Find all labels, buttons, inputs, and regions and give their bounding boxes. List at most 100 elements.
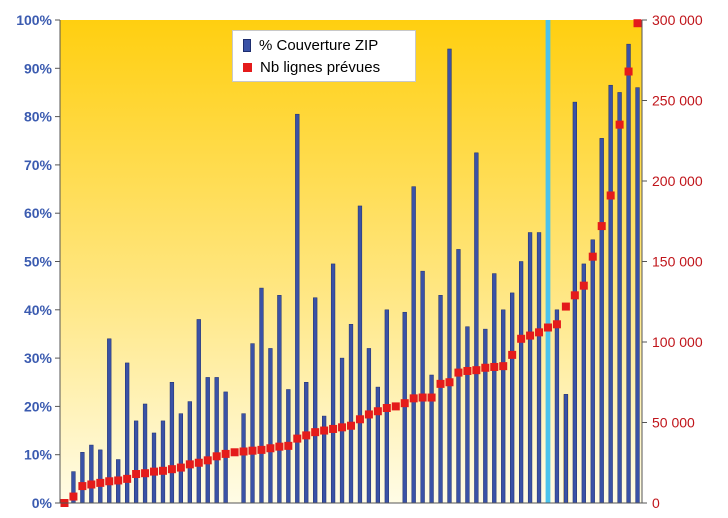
marker-32 bbox=[347, 421, 355, 430]
left-tick-label-3: 30% bbox=[24, 350, 53, 366]
marker-34 bbox=[364, 410, 373, 419]
bar-17 bbox=[214, 377, 219, 504]
right-tick-label-2: 100 000 bbox=[652, 334, 703, 350]
marker-22 bbox=[257, 445, 266, 454]
bar-11 bbox=[160, 420, 166, 504]
bar-2 bbox=[80, 452, 85, 504]
marker-11 bbox=[158, 466, 167, 475]
marker-24 bbox=[275, 442, 284, 451]
bar-52 bbox=[527, 232, 533, 504]
right-tick-label-1: 50 000 bbox=[652, 415, 695, 431]
bar-53 bbox=[536, 232, 542, 504]
bar-20 bbox=[241, 413, 246, 504]
bar-51 bbox=[518, 261, 524, 504]
bar-28 bbox=[313, 297, 318, 504]
marker-49 bbox=[499, 362, 508, 371]
bar-3 bbox=[89, 444, 94, 504]
marker-6 bbox=[114, 476, 123, 485]
marker-10 bbox=[150, 467, 159, 476]
bar-4 bbox=[98, 449, 103, 504]
bar-30 bbox=[330, 263, 336, 504]
bar-22 bbox=[259, 287, 264, 504]
marker-28 bbox=[311, 428, 320, 437]
bar-64 bbox=[635, 87, 640, 504]
marker-43 bbox=[445, 378, 454, 387]
marker-40 bbox=[418, 393, 427, 402]
left-tick-label-10: 100% bbox=[16, 12, 52, 28]
marker-36 bbox=[382, 404, 391, 413]
marker-42 bbox=[436, 379, 445, 388]
marker-33 bbox=[355, 415, 364, 424]
marker-45 bbox=[463, 366, 472, 375]
bar-46 bbox=[474, 152, 479, 504]
bars-series bbox=[71, 43, 640, 504]
marker-61 bbox=[606, 191, 615, 200]
bar-61 bbox=[608, 84, 613, 504]
bar-23 bbox=[268, 348, 273, 504]
right-tick-label-3: 150 000 bbox=[652, 254, 703, 270]
marker-60 bbox=[597, 222, 606, 231]
marker-50 bbox=[508, 350, 517, 359]
marker-27 bbox=[302, 431, 311, 440]
marker-53 bbox=[535, 328, 544, 337]
bar-26 bbox=[295, 113, 300, 504]
right-tick-label-0: 0 bbox=[652, 495, 660, 511]
legend-label-lines: Nb lignes prévues bbox=[260, 58, 381, 76]
legend-item-coverage: % Couverture ZIP bbox=[243, 35, 378, 55]
bar-21 bbox=[250, 343, 255, 504]
marker-54 bbox=[543, 323, 552, 332]
marker-15 bbox=[194, 458, 203, 467]
bar-48 bbox=[492, 273, 497, 504]
marker-59 bbox=[588, 252, 597, 261]
marker-48 bbox=[490, 362, 499, 371]
bar-14 bbox=[187, 401, 192, 504]
bar-49 bbox=[501, 309, 506, 504]
bar-50 bbox=[510, 292, 515, 504]
marker-52 bbox=[526, 331, 535, 340]
bar-38 bbox=[402, 311, 407, 504]
left-tick-label-1: 10% bbox=[24, 447, 53, 463]
marker-23 bbox=[266, 444, 275, 453]
legend: % Couverture ZIP Nb lignes prévues bbox=[232, 30, 416, 82]
marker-58 bbox=[579, 281, 588, 290]
marker-44 bbox=[454, 368, 463, 377]
left-tick-label-4: 40% bbox=[24, 302, 53, 318]
marker-51 bbox=[517, 334, 526, 343]
marker-12 bbox=[167, 465, 176, 474]
bar-58 bbox=[581, 263, 586, 504]
bar-32 bbox=[348, 324, 354, 504]
bar-8 bbox=[133, 420, 139, 504]
marker-55 bbox=[552, 320, 561, 329]
bar-56 bbox=[563, 394, 569, 504]
marker-31 bbox=[338, 423, 347, 432]
marker-14 bbox=[185, 460, 194, 469]
marker-1 bbox=[69, 492, 78, 501]
left-tick-label-5: 50% bbox=[24, 254, 53, 270]
marker-13 bbox=[176, 463, 185, 472]
marker-19 bbox=[230, 448, 239, 457]
marker-38 bbox=[400, 399, 409, 408]
legend-bar-swatch bbox=[243, 38, 251, 52]
left-tick-label-9: 90% bbox=[24, 60, 53, 76]
bar-27 bbox=[304, 382, 309, 504]
marker-21 bbox=[248, 446, 257, 455]
marker-56 bbox=[561, 302, 570, 311]
marker-62 bbox=[615, 120, 624, 129]
marker-25 bbox=[284, 441, 293, 450]
marker-9 bbox=[141, 469, 150, 478]
bar-43 bbox=[447, 48, 452, 504]
marker-18 bbox=[221, 449, 230, 458]
marker-5 bbox=[105, 477, 114, 486]
right-tick-label-4: 200 000 bbox=[652, 173, 703, 189]
marker-41 bbox=[427, 393, 436, 402]
bar-16 bbox=[205, 377, 210, 504]
legend-marker-swatch bbox=[243, 62, 252, 72]
marker-4 bbox=[96, 478, 105, 487]
bar-42 bbox=[438, 295, 443, 504]
left-tick-label-2: 20% bbox=[24, 398, 53, 414]
bar-62 bbox=[617, 92, 622, 504]
marker-30 bbox=[329, 424, 338, 433]
marker-26 bbox=[293, 434, 302, 443]
bar-34 bbox=[366, 348, 372, 504]
